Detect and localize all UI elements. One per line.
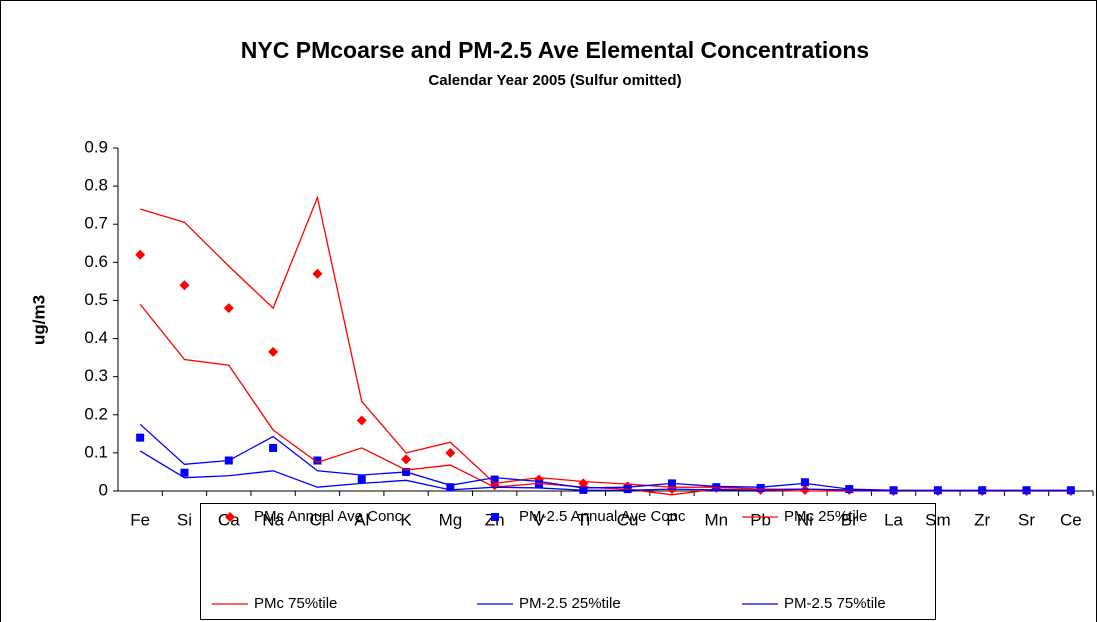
x-tick-label: K bbox=[400, 510, 412, 529]
series-line bbox=[139, 423, 1071, 491]
data-point bbox=[800, 478, 809, 487]
chart-title: NYC PMcoarse and PM-2.5 Ave Elemental Co… bbox=[241, 37, 869, 63]
x-tick-label: Al bbox=[354, 510, 369, 529]
legend-label: PM-2.5 Annual Ave Conc bbox=[519, 508, 686, 525]
data-point bbox=[799, 484, 810, 495]
y-tick-label: 0.8 bbox=[84, 176, 108, 195]
data-point bbox=[135, 249, 146, 260]
legend-label: PMc Annual Ave Conc bbox=[254, 508, 403, 525]
x-tick-label: Fe bbox=[130, 510, 150, 529]
data-point bbox=[356, 415, 367, 426]
data-point bbox=[756, 483, 765, 492]
data-point bbox=[180, 468, 189, 477]
y-tick-label: 0.6 bbox=[84, 252, 108, 271]
chart-subtitle: Calendar Year 2005 (Sulfur omitted) bbox=[428, 72, 681, 89]
x-tick-label: Mg bbox=[439, 510, 463, 529]
y-tick-label: 0.3 bbox=[84, 366, 108, 385]
y-tick-label: 0 bbox=[99, 480, 108, 499]
x-tick-label: Cl bbox=[309, 510, 325, 529]
x-tick-label: Ti bbox=[577, 510, 591, 529]
x-tick-label: Si bbox=[177, 510, 192, 529]
x-tick-label: La bbox=[884, 510, 903, 529]
legend-marker bbox=[225, 512, 235, 522]
data-point bbox=[313, 456, 322, 465]
x-tick-label: Pb bbox=[750, 510, 771, 529]
x-tick-label: Ni bbox=[797, 510, 813, 529]
data-point bbox=[269, 443, 278, 452]
data-point bbox=[223, 303, 234, 314]
legend-label: PM-2.5 75%tile bbox=[784, 595, 886, 612]
data-point bbox=[312, 268, 323, 279]
legend-label: PMc 75%tile bbox=[254, 595, 337, 612]
y-tick-label: 0.9 bbox=[84, 137, 108, 156]
x-tick-label: Zr bbox=[974, 510, 990, 529]
data-point bbox=[401, 454, 412, 465]
x-tick-label: Ce bbox=[1060, 510, 1082, 529]
data-point bbox=[490, 475, 499, 484]
x-tick-label: Cu bbox=[617, 510, 639, 529]
y-tick-label: 0.5 bbox=[84, 290, 108, 309]
y-axis-label: ug/m3 bbox=[29, 295, 48, 345]
x-tick-label: Na bbox=[262, 510, 284, 529]
legend-marker bbox=[491, 513, 499, 521]
x-tick-label: Sr bbox=[1018, 510, 1035, 529]
x-tick-label: Br bbox=[841, 510, 858, 529]
x-tick-label: P bbox=[666, 510, 677, 529]
legend-label: PMc 25%tile bbox=[784, 508, 867, 525]
legend bbox=[200, 503, 936, 620]
data-point bbox=[445, 447, 456, 458]
data-point bbox=[268, 346, 279, 357]
data-point bbox=[357, 475, 366, 484]
y-tick-label: 0.2 bbox=[84, 404, 108, 423]
x-tick-label: Mn bbox=[704, 510, 728, 529]
data-point bbox=[535, 480, 544, 489]
data-point bbox=[446, 483, 455, 492]
y-tick-label: 0.4 bbox=[84, 328, 108, 347]
data-point bbox=[136, 433, 145, 442]
y-tick-label: 0.1 bbox=[84, 442, 108, 461]
y-tick-label: 0.7 bbox=[84, 214, 108, 233]
legend-label: PM-2.5 25%tile bbox=[519, 595, 621, 612]
x-tick-label: V bbox=[533, 510, 545, 529]
x-tick-label: Sm bbox=[925, 510, 951, 529]
data-point bbox=[179, 280, 190, 291]
